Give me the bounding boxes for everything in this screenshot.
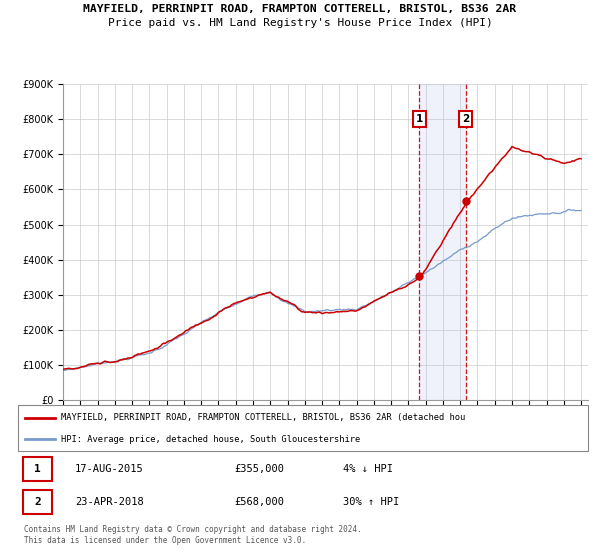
Text: Contains HM Land Registry data © Crown copyright and database right 2024.
This d: Contains HM Land Registry data © Crown c…	[24, 525, 362, 545]
FancyBboxPatch shape	[18, 405, 588, 451]
Text: 30% ↑ HPI: 30% ↑ HPI	[343, 497, 399, 507]
Text: 1: 1	[416, 114, 423, 124]
FancyBboxPatch shape	[23, 457, 52, 481]
Text: £568,000: £568,000	[235, 497, 284, 507]
Bar	[419, 84, 466, 400]
Text: 2: 2	[34, 497, 41, 507]
Text: £355,000: £355,000	[235, 464, 284, 474]
Text: Price paid vs. HM Land Registry's House Price Index (HPI): Price paid vs. HM Land Registry's House …	[107, 18, 493, 28]
Text: 1: 1	[34, 464, 41, 474]
Text: MAYFIELD, PERRINPIT ROAD, FRAMPTON COTTERELL, BRISTOL, BS36 2AR (detached hou: MAYFIELD, PERRINPIT ROAD, FRAMPTON COTTE…	[61, 413, 465, 422]
Text: 2: 2	[462, 114, 469, 124]
FancyBboxPatch shape	[23, 490, 52, 514]
Text: 4% ↓ HPI: 4% ↓ HPI	[343, 464, 393, 474]
Text: MAYFIELD, PERRINPIT ROAD, FRAMPTON COTTERELL, BRISTOL, BS36 2AR: MAYFIELD, PERRINPIT ROAD, FRAMPTON COTTE…	[83, 4, 517, 14]
Text: 17-AUG-2015: 17-AUG-2015	[75, 464, 144, 474]
Text: HPI: Average price, detached house, South Gloucestershire: HPI: Average price, detached house, Sout…	[61, 435, 360, 444]
Text: 23-APR-2018: 23-APR-2018	[75, 497, 144, 507]
